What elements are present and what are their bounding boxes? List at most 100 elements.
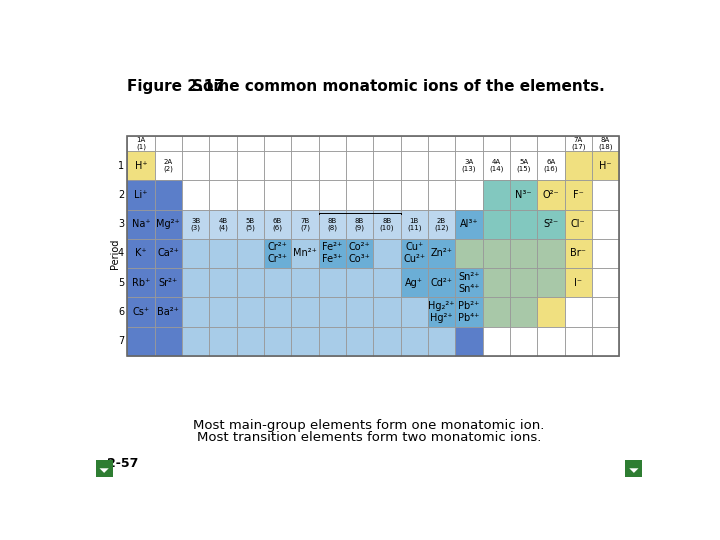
Bar: [127, 239, 155, 268]
Bar: [127, 151, 155, 180]
Bar: [182, 180, 210, 210]
Text: 8B
(9): 8B (9): [354, 218, 364, 231]
Bar: [182, 327, 210, 356]
Bar: [318, 210, 346, 239]
Bar: [291, 298, 318, 327]
Bar: [210, 268, 237, 298]
Text: 2B
(12): 2B (12): [434, 218, 449, 231]
Bar: [428, 327, 455, 356]
Bar: [482, 180, 510, 210]
Text: Cd²⁺: Cd²⁺: [431, 278, 453, 288]
Bar: [455, 298, 482, 327]
Bar: [127, 136, 619, 356]
Bar: [428, 210, 455, 239]
Bar: [318, 327, 346, 356]
Polygon shape: [99, 468, 109, 473]
Bar: [210, 298, 237, 327]
Text: 7A
(17): 7A (17): [571, 137, 585, 150]
Bar: [155, 298, 182, 327]
Bar: [318, 210, 346, 239]
Bar: [428, 239, 455, 268]
Bar: [482, 239, 510, 268]
Text: Sr²⁺: Sr²⁺: [158, 278, 178, 288]
Text: Na⁺: Na⁺: [132, 219, 150, 229]
Bar: [237, 298, 264, 327]
Text: Ca²⁺: Ca²⁺: [157, 248, 179, 259]
Bar: [127, 136, 155, 151]
Text: Mn²⁺: Mn²⁺: [293, 248, 317, 259]
Bar: [127, 239, 155, 268]
Text: 6: 6: [118, 307, 124, 317]
Bar: [510, 210, 537, 239]
Bar: [482, 210, 510, 239]
Bar: [564, 180, 592, 210]
Bar: [626, 460, 642, 477]
Bar: [373, 239, 400, 268]
Bar: [155, 210, 182, 239]
Bar: [564, 239, 592, 268]
Bar: [210, 151, 237, 180]
Text: 5B
(5): 5B (5): [246, 218, 255, 231]
Bar: [264, 298, 291, 327]
Text: Al³⁺: Al³⁺: [459, 219, 478, 229]
Text: 5A
(15): 5A (15): [516, 159, 531, 172]
Bar: [291, 151, 318, 180]
Bar: [373, 327, 400, 356]
Bar: [155, 298, 182, 327]
Bar: [564, 210, 592, 239]
Text: 2: 2: [118, 190, 124, 200]
Text: 6A
(16): 6A (16): [544, 159, 558, 172]
Bar: [455, 210, 482, 239]
Bar: [428, 136, 455, 151]
Bar: [482, 136, 510, 151]
Bar: [182, 239, 210, 268]
Bar: [428, 268, 455, 298]
Bar: [346, 327, 373, 356]
Bar: [564, 268, 592, 298]
Bar: [510, 136, 537, 151]
Bar: [373, 268, 400, 298]
Text: 1B
(11): 1B (11): [407, 218, 421, 231]
Bar: [428, 151, 455, 180]
Bar: [592, 327, 619, 356]
Bar: [592, 210, 619, 239]
Bar: [510, 298, 537, 327]
Bar: [237, 136, 264, 151]
Bar: [510, 210, 537, 239]
Text: O²⁻: O²⁻: [543, 190, 559, 200]
Text: Mg²⁺: Mg²⁺: [156, 219, 180, 229]
Bar: [210, 180, 237, 210]
Bar: [210, 327, 237, 356]
Bar: [482, 298, 510, 327]
Bar: [264, 239, 291, 268]
Bar: [155, 239, 182, 268]
Bar: [210, 239, 237, 268]
Text: 6B
(6): 6B (6): [273, 218, 282, 231]
Text: 1: 1: [118, 161, 124, 171]
Bar: [592, 180, 619, 210]
Bar: [373, 239, 400, 268]
Bar: [537, 210, 564, 239]
Bar: [510, 151, 537, 180]
Bar: [510, 239, 537, 268]
Bar: [155, 239, 182, 268]
Bar: [291, 268, 318, 298]
Bar: [373, 151, 400, 180]
Text: Rb⁺: Rb⁺: [132, 278, 150, 288]
Text: 2A
(2): 2A (2): [163, 159, 173, 172]
Bar: [237, 239, 264, 268]
Bar: [482, 268, 510, 298]
Bar: [537, 327, 564, 356]
Bar: [127, 268, 155, 298]
Bar: [346, 239, 373, 268]
Bar: [346, 136, 373, 151]
Bar: [182, 210, 210, 239]
Bar: [346, 268, 373, 298]
Bar: [373, 298, 400, 327]
Bar: [237, 268, 264, 298]
Bar: [264, 239, 291, 268]
Text: H⁻: H⁻: [599, 161, 612, 171]
Text: S²⁻: S²⁻: [544, 219, 559, 229]
Bar: [264, 210, 291, 239]
Text: 4B
(4): 4B (4): [218, 218, 228, 231]
